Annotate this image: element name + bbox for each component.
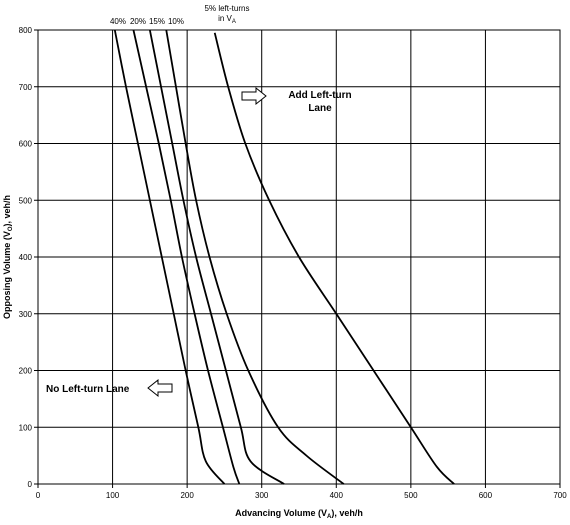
y-tick-label: 100: [19, 423, 33, 432]
y-tick-label: 600: [19, 140, 33, 149]
x-tick-label: 600: [479, 491, 493, 500]
axes: [34, 29, 561, 488]
series-lines: [113, 29, 455, 485]
x-tick-label: 200: [180, 491, 194, 500]
y-tick-label: 500: [19, 196, 33, 205]
left-arrow-icon: [147, 378, 173, 398]
add-left-turn-label-line1: Add Left-turn: [288, 90, 351, 101]
y-axis-title: Opposing Volume (VO), veh/h: [2, 195, 14, 319]
series-label-40pct: 40%: [110, 17, 126, 26]
y-tick-label: 0: [28, 480, 33, 489]
series-label-15pct: 15%: [149, 17, 165, 26]
x-tick-label: 500: [404, 491, 418, 500]
right-arrow-icon: [241, 86, 267, 106]
add-left-turn-label-line2: Lane: [308, 103, 332, 114]
series-label-20pct: 20%: [130, 17, 146, 26]
labels: 0 100 200 300 400 500 600 700 0 100 200 300 400 500 60…: [2, 4, 567, 520]
y-tick-label: 300: [19, 310, 33, 319]
y-tick-label: 200: [19, 367, 33, 376]
y-tick-label: 400: [19, 253, 33, 262]
series-label-10pct: 10%: [168, 17, 184, 26]
x-tick-label: 400: [330, 491, 344, 500]
series-label-5pct-line2: in VA: [218, 14, 236, 25]
y-tick-label: 800: [19, 26, 33, 35]
series-line-20pct: [132, 29, 241, 485]
series-line-10pct: [165, 29, 345, 485]
series-label-5pct: 5% left-turns: [205, 4, 250, 13]
series-line-40pct: [113, 29, 226, 485]
x-tick-label: 0: [36, 491, 41, 500]
grid: [38, 30, 560, 484]
no-left-turn-label: No Left-turn Lane: [46, 384, 130, 395]
series-line-15pct: [148, 29, 285, 485]
x-axis-title: Advancing Volume (VA), veh/h: [235, 508, 363, 520]
y-tick-label: 700: [19, 83, 33, 92]
x-tick-label: 700: [553, 491, 567, 500]
series-line-5pct: [213, 32, 455, 485]
annotations: Add Left-turn Lane No Left-turn Lane: [46, 86, 352, 398]
x-tick-label: 100: [106, 491, 120, 500]
x-tick-label: 300: [255, 491, 269, 500]
